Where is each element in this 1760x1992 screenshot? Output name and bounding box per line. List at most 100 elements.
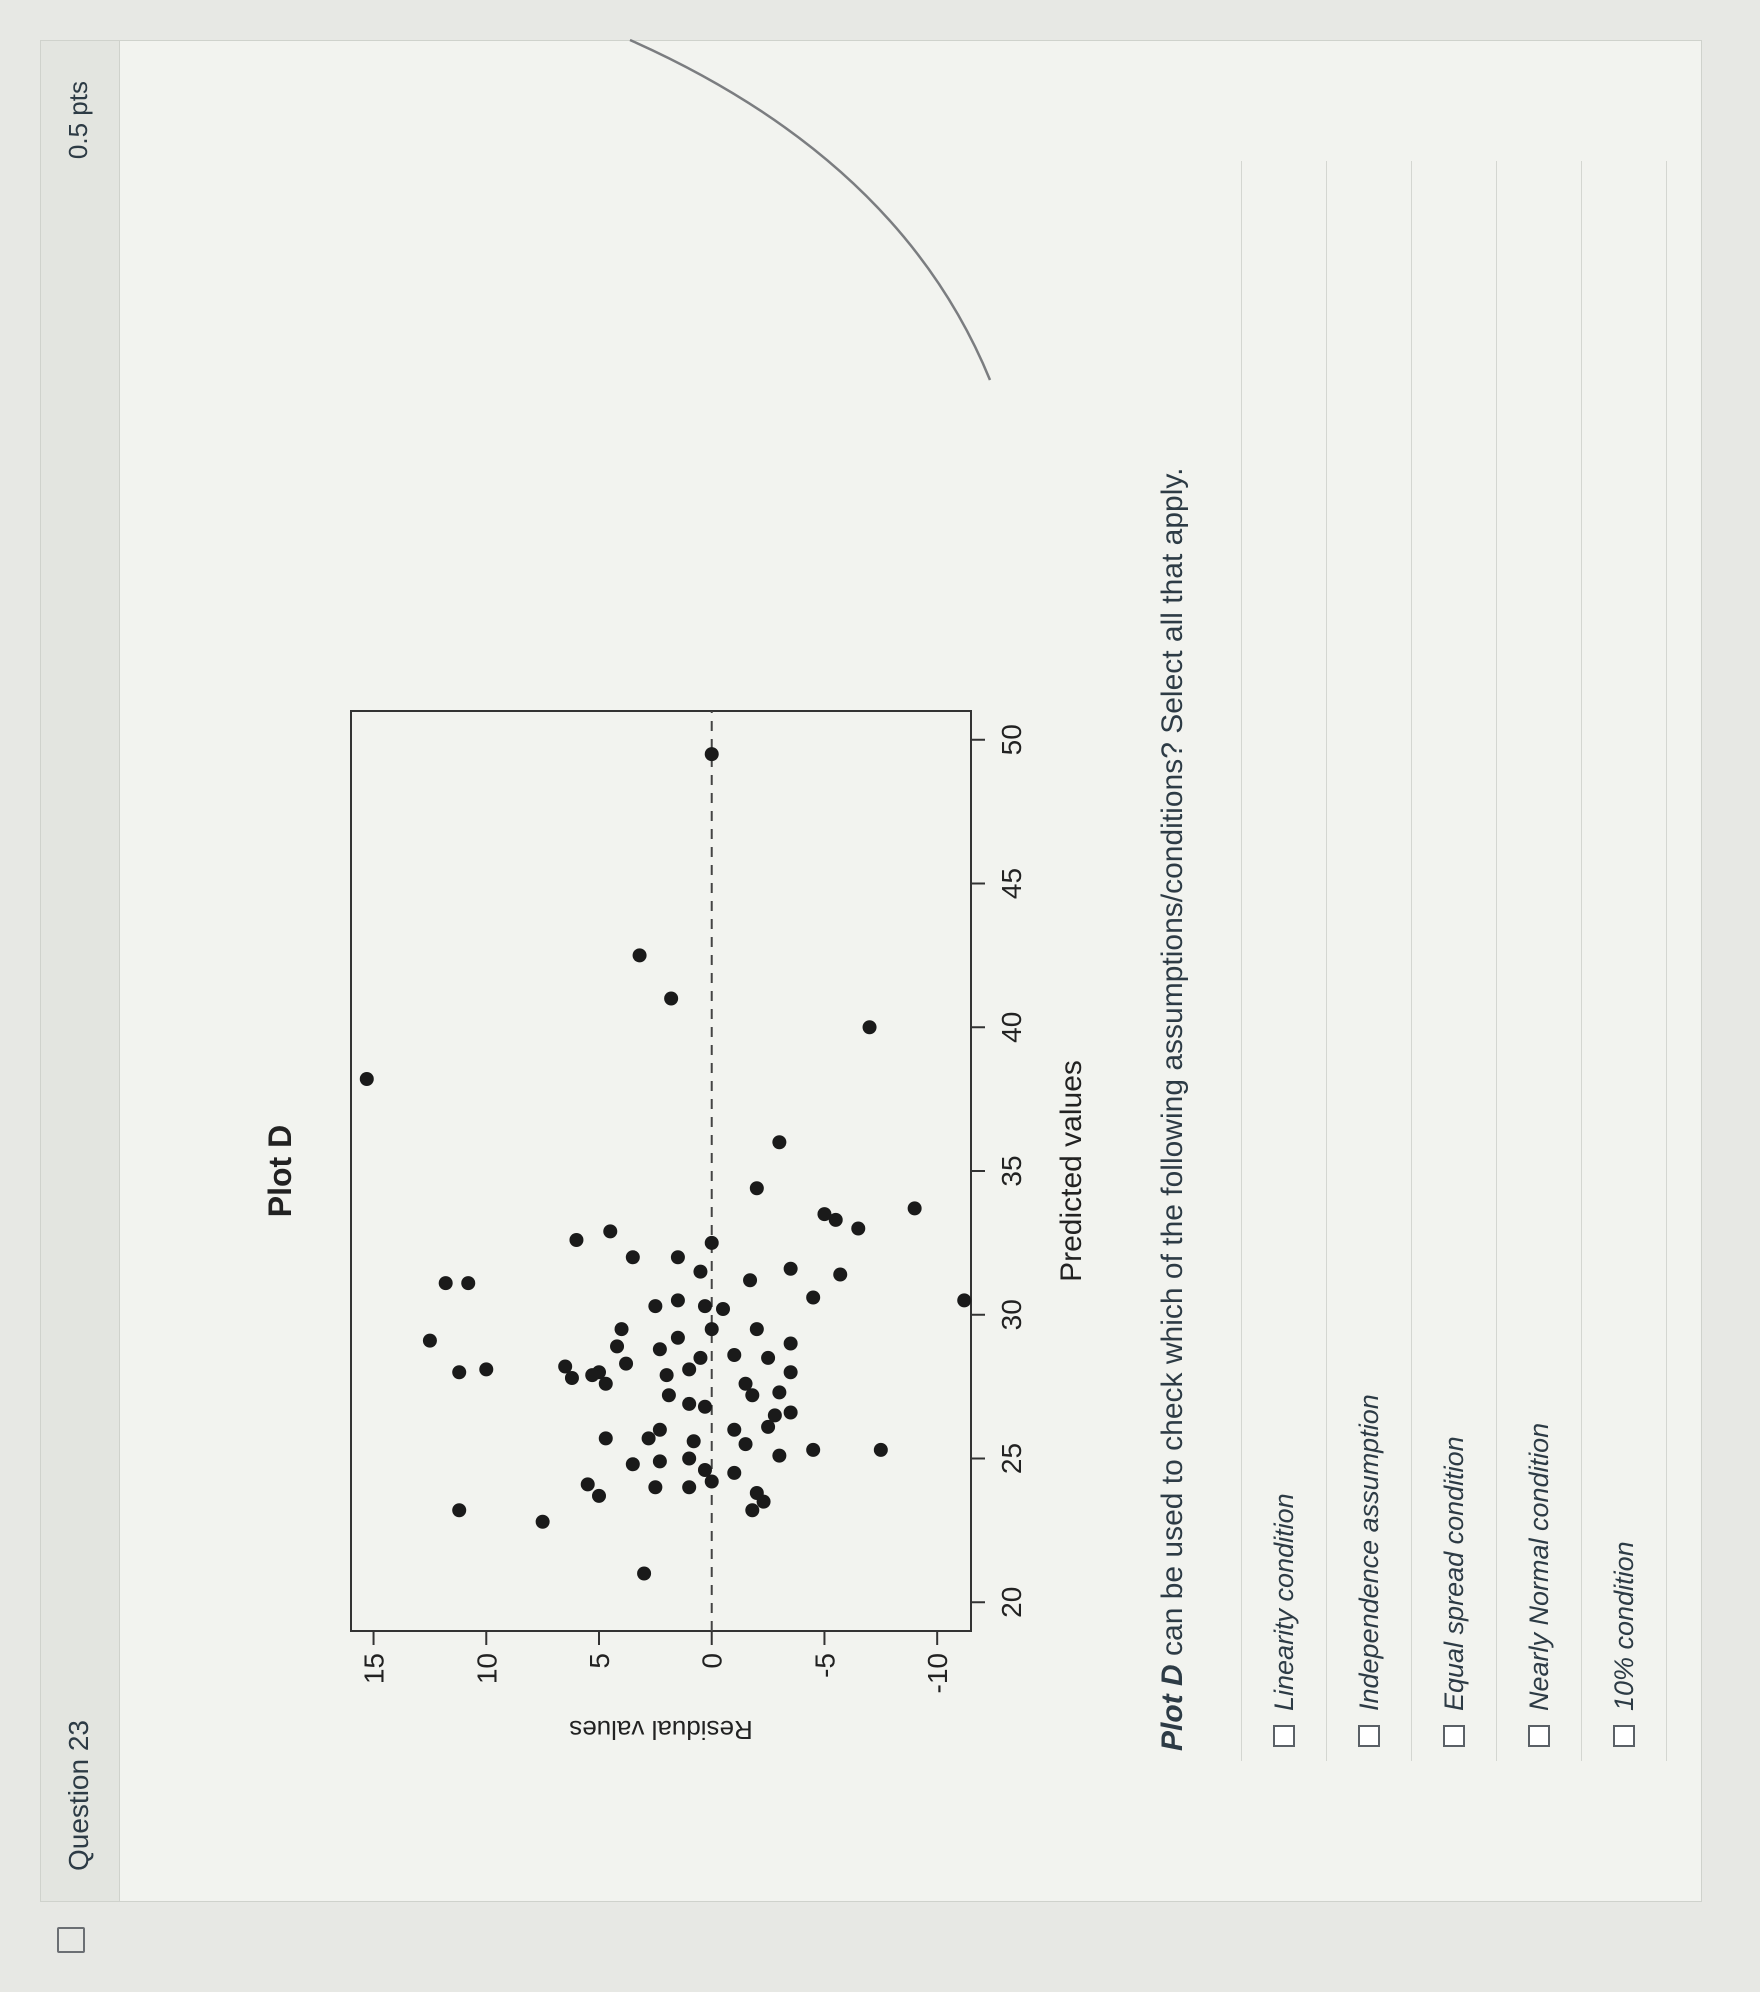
data-point (438, 1276, 453, 1291)
data-point (749, 1181, 764, 1196)
prompt-rest: can be used to check which of the follow… (1156, 467, 1189, 1665)
question-prompt: Plot D can be used to check which of the… (1156, 101, 1190, 1751)
data-point (592, 1488, 606, 1503)
data-point (783, 1405, 798, 1420)
data-point (704, 1474, 719, 1489)
data-point (682, 1451, 697, 1466)
data-point (564, 1371, 579, 1385)
data-point (745, 1388, 760, 1403)
data-point (704, 1322, 719, 1337)
data-point (659, 1368, 674, 1383)
data-point (873, 1442, 888, 1457)
x-tick-label: 20 (996, 1587, 1027, 1618)
data-point (614, 1322, 629, 1337)
scatter-plot-svg: Plot D 20 25 30 35 40 45 50 -10 -5 0 5 10 15 Predicted… (262, 710, 1088, 1745)
data-point (716, 1302, 730, 1316)
data-point (745, 1503, 760, 1518)
answer-option[interactable]: 10% condition (1581, 161, 1667, 1761)
prompt-emphasis: Plot D (1156, 1664, 1189, 1751)
data-point (806, 1442, 821, 1457)
data-point (569, 1233, 584, 1247)
data-point (359, 1072, 374, 1086)
question-title: Question 23 (63, 1720, 94, 1871)
data-point (652, 1342, 667, 1357)
y-tick-label: 15 (359, 1653, 390, 1684)
answer-option[interactable]: Nearly Normal condition (1496, 161, 1581, 1761)
x-axis-label: Predicted values (1055, 1060, 1088, 1282)
data-point (749, 1486, 764, 1500)
data-point (648, 1480, 663, 1495)
data-point (625, 1250, 640, 1265)
data-point (558, 1359, 573, 1374)
data-point (452, 1503, 467, 1518)
data-point (641, 1431, 656, 1446)
data-point (632, 948, 647, 963)
data-point (648, 1299, 663, 1314)
data-point (761, 1350, 776, 1365)
data-point (738, 1376, 753, 1391)
data-point (738, 1437, 753, 1452)
data-point (603, 1224, 618, 1239)
data-point (697, 1299, 712, 1314)
answer-label: Linearity condition (1268, 1493, 1299, 1711)
data-point (772, 1448, 787, 1463)
data-point (452, 1365, 467, 1380)
plot-d-chart: Plot D 20 25 30 35 40 45 50 -10 -5 0 5 10 15 Predicted… (191, 651, 1091, 1751)
data-point (761, 1419, 776, 1434)
answer-option[interactable]: Linearity condition (1241, 161, 1326, 1761)
data-point (727, 1465, 742, 1480)
checkbox[interactable] (1358, 1725, 1380, 1747)
data-point (461, 1276, 476, 1291)
answer-label: 10% condition (1608, 1541, 1639, 1711)
data-point (727, 1348, 742, 1362)
checkbox[interactable] (1273, 1725, 1295, 1747)
data-point (670, 1293, 685, 1308)
data-point (670, 1250, 685, 1265)
data-point (957, 1293, 972, 1308)
data-point (670, 1330, 685, 1345)
data-point (535, 1514, 550, 1529)
answer-option[interactable]: Equal spread condition (1411, 161, 1496, 1761)
data-point (806, 1290, 821, 1305)
data-point (862, 1020, 877, 1035)
data-point (598, 1376, 613, 1391)
data-point (664, 991, 679, 1006)
data-point (686, 1434, 701, 1449)
x-tick-label: 50 (996, 724, 1027, 755)
data-point (422, 1333, 437, 1348)
data-point (833, 1267, 848, 1282)
data-point (817, 1207, 832, 1222)
data-point (704, 1235, 719, 1250)
question-points: 0.5 pts (63, 81, 93, 160)
data-point (772, 1135, 787, 1150)
checkbox[interactable] (1528, 1725, 1550, 1747)
checkbox[interactable] (1613, 1725, 1635, 1747)
data-point (828, 1212, 843, 1227)
answer-label: Nearly Normal condition (1523, 1422, 1554, 1711)
data-point (637, 1566, 652, 1581)
flag-question-icon[interactable] (57, 1927, 85, 1953)
question-card: Question 23 0.5 pts Plot D 20 25 30 35 40 45 50… (40, 40, 1702, 1953)
data-point (479, 1362, 494, 1377)
answer-option[interactable]: Independence assumption (1326, 161, 1411, 1761)
data-point (783, 1336, 798, 1351)
data-point (693, 1264, 708, 1279)
x-tick-label: 25 (996, 1443, 1027, 1474)
data-point (610, 1339, 625, 1354)
data-point (625, 1457, 640, 1472)
data-point (585, 1368, 600, 1383)
data-point (682, 1396, 697, 1411)
y-tick-label: 0 (697, 1653, 728, 1669)
x-tick-label: 40 (996, 1012, 1027, 1043)
answer-label: Equal spread condition (1438, 1436, 1469, 1711)
data-point (749, 1322, 764, 1337)
data-point (682, 1362, 697, 1377)
data-point (704, 747, 719, 762)
x-tick-label: 45 (996, 868, 1027, 899)
checkbox[interactable] (1443, 1725, 1465, 1747)
data-point (767, 1408, 782, 1423)
data-point (783, 1365, 798, 1380)
chart-title: Plot D (262, 1125, 298, 1217)
data-point (619, 1356, 634, 1371)
